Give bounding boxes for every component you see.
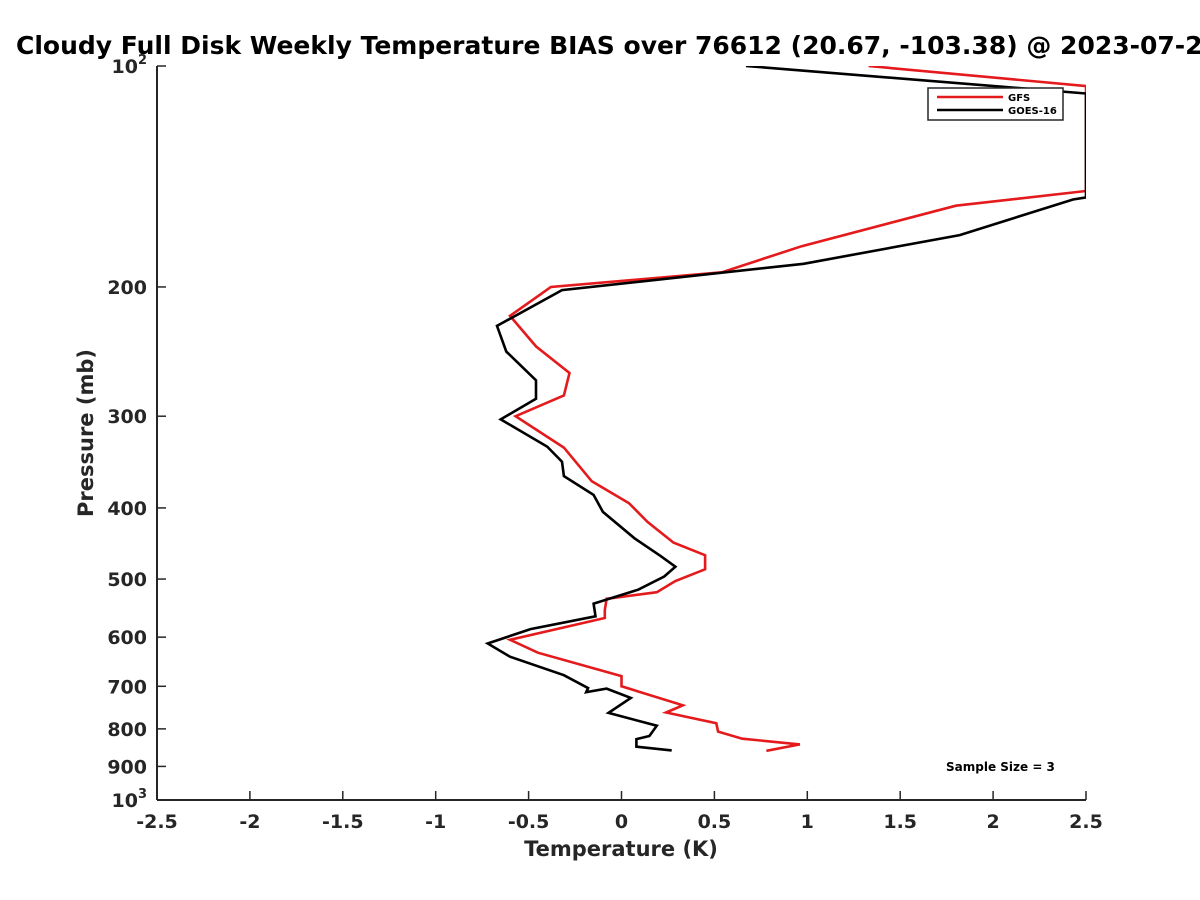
chart-title: Cloudy Full Disk Weekly Temperature BIAS… [16, 31, 1200, 60]
x-tick-label: 1.5 [883, 811, 917, 833]
series-line-gfs [506, 66, 1086, 753]
y-ticks: 102 200 300 400 500 600 700 800 900 103 [107, 53, 166, 812]
y-tick-label: 400 [107, 498, 147, 520]
legend-box [927, 87, 1064, 121]
y-tick-label: 103 [112, 787, 148, 812]
x-tick-label: 2.5 [1069, 811, 1103, 833]
legend-label-goes16: GOES-16 [1008, 106, 1057, 117]
x-tick-label: -2 [239, 811, 260, 833]
legend: GFS GOES-16 [927, 87, 1064, 121]
x-tick-label: -0.5 [508, 811, 550, 833]
x-tick-label: -1.5 [322, 811, 364, 833]
x-tick-label: 0.5 [698, 811, 732, 833]
x-ticks: -2.5 -2 -1.5 -1 -0.5 0 0.5 1 1.5 2 2.5 [136, 791, 1103, 833]
sample-size-annotation: Sample Size = 3 [946, 760, 1055, 774]
x-tick-label: 0 [615, 811, 628, 833]
y-tick-label: 102 [112, 53, 148, 78]
y-tick-label: 900 [107, 756, 147, 778]
y-tick-label: 200 [107, 277, 147, 299]
legend-label-gfs: GFS [1008, 93, 1030, 104]
y-tick-label: 800 [107, 719, 147, 741]
x-axis-label: Temperature (K) [524, 837, 718, 861]
x-tick-label: -2.5 [136, 811, 178, 833]
y-axis-label: Pressure (mb) [74, 349, 98, 517]
y-tick-label: 300 [107, 406, 147, 428]
x-tick-label: -1 [425, 811, 446, 833]
plot-series [484, 66, 1086, 753]
y-tick-label: 700 [107, 676, 147, 698]
series-line-goes16 [484, 66, 1086, 752]
y-tick-label: 600 [107, 627, 147, 649]
x-tick-label: 2 [986, 811, 999, 833]
x-tick-label: 1 [801, 811, 814, 833]
y-tick-label: 500 [107, 569, 147, 591]
